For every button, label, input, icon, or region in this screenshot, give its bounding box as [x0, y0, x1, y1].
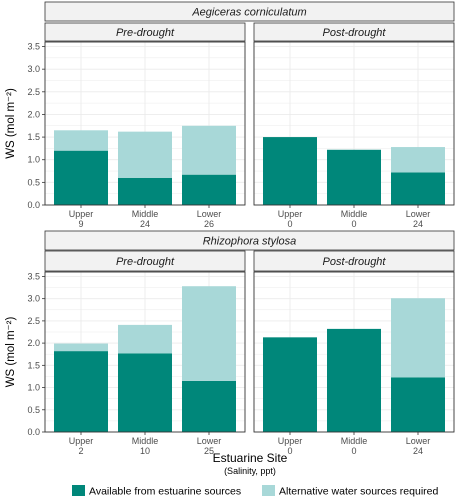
- x-tick-label-site: Middle: [341, 436, 368, 446]
- y-tick-label: 2.0: [27, 338, 40, 348]
- y-axis-title: WS (mol m⁻²): [5, 88, 17, 159]
- x-tick-label-salinity: 0: [287, 446, 292, 456]
- bar-alternative: [118, 131, 172, 178]
- bar-estuarine: [118, 353, 172, 432]
- y-tick-label: 3.5: [27, 271, 40, 281]
- legend-label-alternative: Alternative water sources required: [279, 486, 438, 498]
- panel-border: [44, 271, 246, 433]
- species-strip: [44, 230, 455, 251]
- facet-strip: [44, 250, 246, 272]
- bar-estuarine: [182, 174, 236, 205]
- x-tick-label-site: Lower: [197, 436, 222, 446]
- x-axis-title: Estuarine Site: [213, 451, 288, 465]
- x-tick-label-salinity: 26: [204, 219, 214, 229]
- facet-strip: [253, 22, 455, 42]
- x-tick-label-salinity: 24: [413, 446, 423, 456]
- x-tick-label-site: Lower: [406, 209, 431, 219]
- x-axis-subtitle: (Salinity, ppt): [224, 466, 276, 476]
- x-tick-label-site: Upper: [69, 436, 94, 446]
- bar-estuarine: [263, 337, 317, 432]
- x-tick-label-site: Upper: [69, 209, 94, 219]
- x-tick-label-site: Upper: [278, 209, 303, 219]
- y-tick-label: 1.0: [27, 155, 40, 165]
- bar-estuarine: [182, 380, 236, 432]
- species-strip: [44, 1, 455, 22]
- x-tick-label-salinity: 9: [78, 219, 83, 229]
- x-tick-label-salinity: 24: [140, 219, 150, 229]
- x-tick-label-site: Middle: [341, 209, 368, 219]
- y-axis-title: WS (mol m⁻²): [5, 317, 17, 388]
- species-label: Aegiceras corniculatum: [191, 7, 306, 19]
- y-tick-label: 0.5: [27, 405, 40, 415]
- bar-estuarine: [327, 328, 381, 432]
- facet-label: Pre-drought: [116, 256, 175, 268]
- y-tick-label: 3.0: [27, 64, 40, 74]
- bar-estuarine: [391, 377, 445, 432]
- x-tick-label-salinity: 10: [140, 446, 150, 456]
- x-tick-label-salinity: 25: [204, 446, 214, 456]
- x-tick-label-site: Upper: [278, 436, 303, 446]
- bar-alternative: [391, 298, 445, 378]
- y-tick-label: 3.5: [27, 42, 40, 52]
- bar-alternative: [118, 324, 172, 354]
- y-tick-label: 1.5: [27, 132, 40, 142]
- x-tick-label-salinity: 2: [78, 446, 83, 456]
- facet-label: Post-drought: [323, 256, 387, 268]
- y-tick-label: 3.0: [27, 294, 40, 304]
- panel-border: [44, 41, 246, 206]
- bar-alternative: [54, 130, 108, 151]
- y-tick-label: 1.0: [27, 383, 40, 393]
- legend-swatch-estuarine: [72, 485, 85, 496]
- facet-label: Post-drought: [323, 27, 387, 39]
- panel-border: [253, 271, 455, 433]
- x-tick-label-site: Middle: [132, 436, 159, 446]
- facet-label: Pre-drought: [116, 27, 175, 39]
- y-tick-label: 2.5: [27, 316, 40, 326]
- bar-alternative: [182, 125, 236, 175]
- x-tick-label-site: Middle: [132, 209, 159, 219]
- y-tick-label: 1.5: [27, 360, 40, 370]
- bar-estuarine: [263, 137, 317, 205]
- bar-estuarine: [54, 351, 108, 432]
- x-tick-label-site: Lower: [406, 436, 431, 446]
- bar-alternative: [391, 147, 445, 173]
- x-tick-label-salinity: 0: [351, 219, 356, 229]
- bar-estuarine: [54, 150, 108, 205]
- y-tick-label: 2.0: [27, 109, 40, 119]
- panel-border: [253, 41, 455, 206]
- y-tick-label: 0.0: [27, 427, 40, 437]
- legend-label-estuarine: Available from estuarine sources: [89, 486, 241, 498]
- facet-strip: [44, 22, 246, 42]
- species-label: Rhizophora stylosa: [203, 236, 297, 248]
- y-tick-label: 2.5: [27, 87, 40, 97]
- facet-strip: [253, 250, 455, 272]
- bar-alternative: [54, 343, 108, 352]
- x-tick-label-salinity: 24: [413, 219, 423, 229]
- bar-estuarine: [391, 172, 445, 205]
- bar-alternative: [182, 286, 236, 381]
- x-tick-label-site: Lower: [197, 209, 222, 219]
- bar-estuarine: [327, 149, 381, 205]
- bar-estuarine: [118, 177, 172, 205]
- legend-swatch-alternative: [262, 485, 275, 496]
- x-tick-label-salinity: 0: [351, 446, 356, 456]
- y-tick-label: 0.0: [27, 200, 40, 210]
- x-tick-label-salinity: 0: [287, 219, 292, 229]
- y-tick-label: 0.5: [27, 177, 40, 187]
